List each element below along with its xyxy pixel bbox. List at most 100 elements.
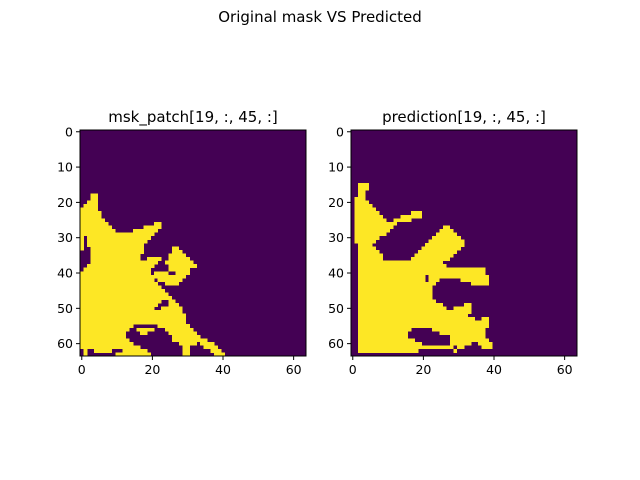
heatmap-cell-run xyxy=(80,207,98,212)
heatmap-cell-run xyxy=(115,352,151,357)
heatmap-cell-run xyxy=(358,313,468,318)
heatmap-cell-run xyxy=(358,278,426,283)
plot-title-prediction: prediction[19, :, 45, :] xyxy=(382,108,546,126)
heatmap-cell-run xyxy=(154,271,169,276)
heatmap-cell-run xyxy=(354,207,377,212)
y-tick-label: 40 xyxy=(57,266,73,281)
axes-frame-prediction xyxy=(350,129,578,357)
heatmap-cell-run xyxy=(87,243,144,247)
heatmap-cell-run xyxy=(80,246,84,251)
heatmap-cell-run xyxy=(164,327,194,332)
heatmap-cell-run xyxy=(154,274,187,279)
x-tick-label: 0 xyxy=(349,362,357,377)
heatmap-cell-run xyxy=(83,204,98,208)
heatmap-cell-run xyxy=(80,334,127,339)
heatmap-cell-run xyxy=(354,218,387,223)
heatmap-cell-run xyxy=(481,317,490,321)
heatmap-cell-run xyxy=(80,327,130,332)
heatmap-cell-run xyxy=(80,235,84,240)
heatmap-cell-run xyxy=(168,303,180,307)
y-tick-label: 20 xyxy=(57,195,73,210)
heatmap-cell-run xyxy=(358,295,433,300)
panel-prediction: prediction[19, :, 45, :] 0 10 20 30 40 50 60 0 20… xyxy=(328,108,578,377)
heatmap-cell-run xyxy=(80,313,187,318)
heatmap-cell-run xyxy=(354,211,380,216)
heatmap-cell-run xyxy=(358,310,472,314)
heatmap-cell-run xyxy=(358,186,369,191)
heatmap-cell-run xyxy=(358,288,433,293)
y-tick-label: 20 xyxy=(328,195,344,210)
heatmap-cell-run xyxy=(87,239,148,244)
heatmap-cell-run xyxy=(83,348,88,353)
heatmap-cell-run xyxy=(460,278,490,283)
heatmap-cell-run xyxy=(80,310,183,314)
x-tick-label: 0 xyxy=(78,362,86,377)
heatmap-cell-run xyxy=(358,338,415,343)
heatmap-cell-run xyxy=(87,200,98,205)
x-tick-label: 40 xyxy=(486,362,502,377)
heatmap-cell-run xyxy=(358,341,422,346)
heatmap-cell-run xyxy=(464,303,472,307)
heatmap-cell-run xyxy=(478,341,493,346)
heatmap-cell-run xyxy=(171,246,180,251)
heatmap-cell-run xyxy=(358,190,366,194)
heatmap-cell-run xyxy=(210,348,222,353)
heatmap-cell-run xyxy=(90,250,144,254)
heatmap-cell-run xyxy=(90,260,158,265)
heatmap-cell-run xyxy=(449,334,486,339)
heatmap-cell-run xyxy=(203,345,219,350)
heatmap-cell-run xyxy=(358,299,437,304)
heatmap-cell-run xyxy=(411,211,422,216)
heatmap-cell-run xyxy=(171,250,183,254)
heatmap-cell-run xyxy=(358,271,486,276)
heatmap-cell-run xyxy=(393,218,412,223)
heatmap-cell-run xyxy=(358,274,426,279)
heatmap-cell-run xyxy=(83,352,88,357)
heatmap-cell-run xyxy=(358,257,384,261)
heatmap-cell-run xyxy=(80,278,155,283)
axes-frame-mask xyxy=(79,129,307,357)
heatmap-cell-run xyxy=(122,348,148,353)
heatmap-cell-run xyxy=(449,338,490,343)
heatmap-cell-run xyxy=(358,324,490,329)
x-tick-label: 60 xyxy=(286,362,302,377)
heatmap-cell-run xyxy=(471,281,490,286)
heatmap-cell-run xyxy=(439,228,454,233)
heatmap-cell-run xyxy=(358,285,433,290)
heatmap-cell-run xyxy=(157,324,190,329)
heatmap-cell-run xyxy=(358,264,447,269)
heatmap-cell-run xyxy=(432,235,461,240)
x-tick-label: 60 xyxy=(557,362,573,377)
heatmap-cell-run xyxy=(80,228,116,233)
heatmap-cell-run xyxy=(358,345,454,350)
heatmap-cell-run xyxy=(90,246,144,251)
heatmap-cell-run xyxy=(80,221,109,226)
heatmap-cell-run xyxy=(132,228,158,233)
heatmap-cell-run xyxy=(80,303,158,307)
heatmap-cell-run xyxy=(83,267,151,272)
heatmap-cell-run xyxy=(168,264,197,269)
heatmap-cell-run xyxy=(411,257,451,261)
y-tick-label: 30 xyxy=(57,230,73,245)
heatmap-cell-run xyxy=(80,288,166,293)
heatmap-cell-run xyxy=(80,317,187,321)
heatmap-cell-run xyxy=(432,327,486,332)
heatmap-cell-run xyxy=(161,306,183,311)
heatmap-cell-run xyxy=(80,232,127,237)
heatmap-cell-run xyxy=(354,228,391,233)
y-tick-label: 50 xyxy=(328,301,344,316)
heatmap-cell-run xyxy=(358,348,419,353)
heatmap-cell-run xyxy=(80,285,162,290)
y-tick-label: 0 xyxy=(65,124,73,139)
heatmap-cell-run xyxy=(147,257,162,261)
heatmap-cell-run xyxy=(354,204,373,208)
heatmap-cell-run xyxy=(421,246,461,251)
heatmap-cell-run xyxy=(80,295,173,300)
heatmap-cell-run xyxy=(358,292,433,297)
heatmap-cell-run xyxy=(428,274,490,279)
heatmap-cell-run xyxy=(358,317,475,321)
heatmap-cell-run xyxy=(80,324,134,329)
heatmap-cell-run xyxy=(182,348,190,353)
y-tick-label: 10 xyxy=(57,160,73,175)
